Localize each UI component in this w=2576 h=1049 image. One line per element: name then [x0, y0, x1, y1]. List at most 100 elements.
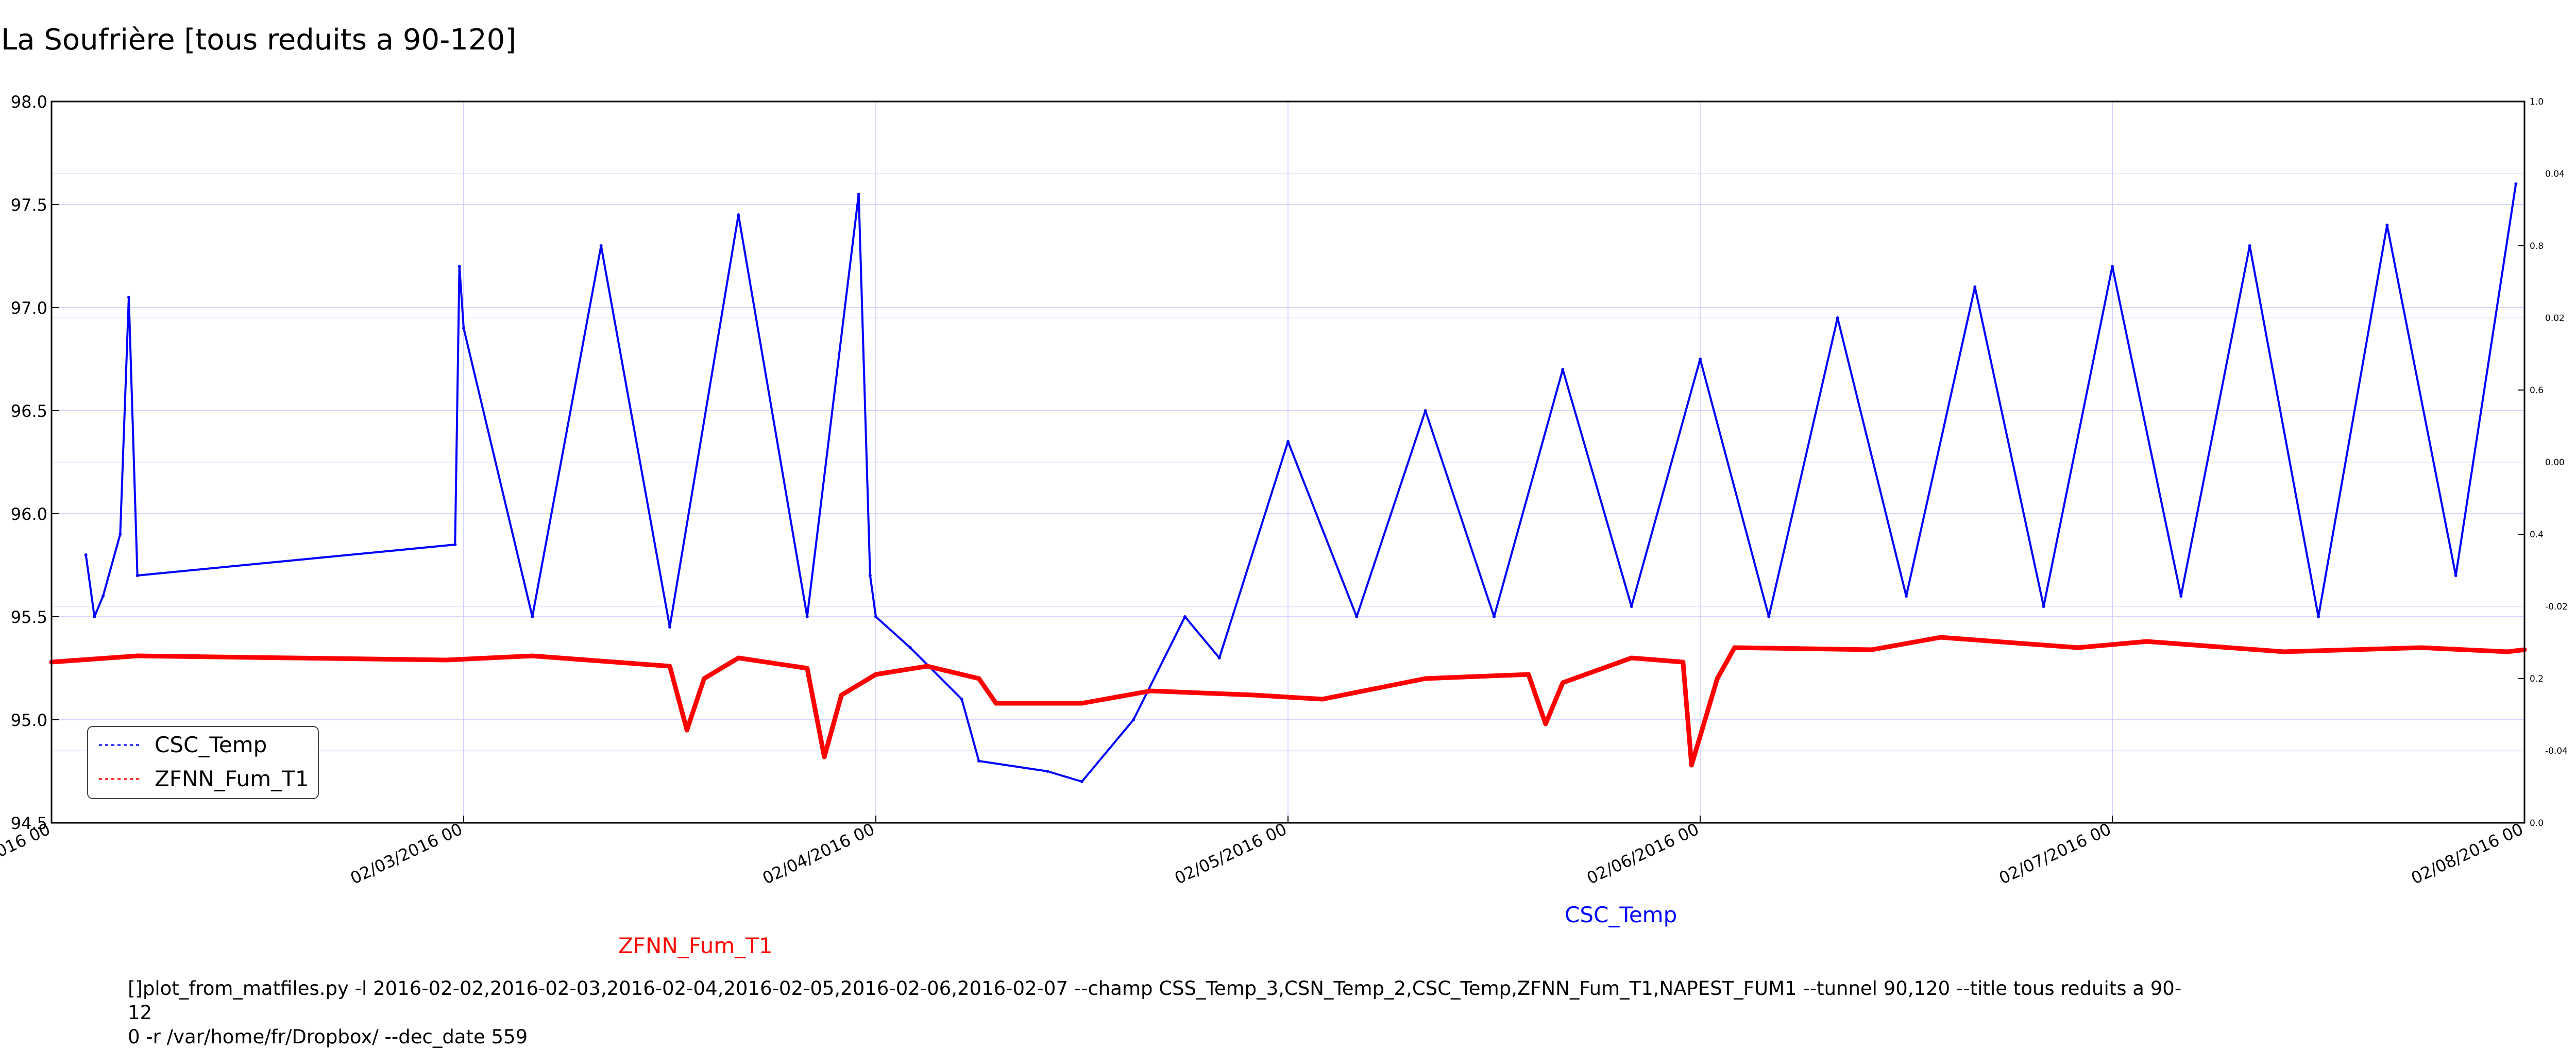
series-point-CSC_Temp — [2514, 182, 2518, 185]
series-point-CSC_Temp — [868, 574, 872, 577]
series-point-CSC_Temp — [1973, 285, 1977, 289]
series-point-ZFNN_Fum_T1 — [702, 676, 707, 681]
series-line-CSC_Temp — [84, 183, 2517, 783]
series-point-ZFNN_Fum_T1 — [1079, 701, 1084, 706]
y-tick-label: 96.5 — [11, 401, 47, 421]
series-point-CSC_Temp — [2317, 615, 2320, 618]
y-tick-label: 94.5 — [11, 814, 47, 833]
x-tick-label: 02/03/2016 00 — [347, 819, 465, 888]
secondary-tick-label: 0.00 — [2545, 458, 2565, 468]
series-point-ZFNN_Fum_T1 — [1715, 676, 1720, 681]
red-series-label: ZFNN_Fum_T1 — [618, 933, 773, 958]
series-point-ZFNN_Fum_T1 — [1732, 645, 1737, 650]
series-point-ZFNN_Fum_T1 — [1251, 692, 1256, 698]
x-tick-label: 02/07/2016 00 — [1996, 819, 2114, 888]
series-point-CSC_Temp — [2454, 574, 2458, 577]
series-point-CSC_Temp — [135, 574, 139, 577]
series-point-CSC_Temp — [857, 193, 860, 196]
series-layer — [49, 182, 2527, 783]
series-point-ZFNN_Fum_T1 — [1689, 763, 1694, 768]
x-axis: 02/02/2016 00 02/03/2016 00 02/04/2016 00 0… — [0, 816, 2526, 888]
x-tick-label: 02/04/2016 00 — [759, 819, 877, 888]
secondary-tick-label: 0.04 — [2545, 169, 2565, 179]
series-point-ZFNN_Fum_T1 — [839, 692, 844, 698]
series-point-CSC_Temp — [2385, 224, 2389, 227]
series-point-CSC_Temp — [874, 615, 877, 618]
series-point-ZFNN_Fum_T1 — [736, 655, 741, 661]
series-point-ZFNN_Fum_T1 — [1681, 659, 1686, 665]
x-tick-label: 02/05/2016 00 — [1172, 819, 1290, 888]
y-tick-label: 95.0 — [11, 710, 47, 730]
secondary-tick-label: 0.02 — [2545, 313, 2565, 324]
series-point-ZFNN_Fum_T1 — [2075, 645, 2080, 650]
series-point-ZFNN_Fum_T1 — [1629, 655, 1634, 661]
right-tick-label: 0.2 — [2530, 674, 2544, 684]
y-tick-label: 95.5 — [11, 607, 47, 627]
legend-label-csc: CSC_Temp — [155, 732, 267, 757]
series-point-CSC_Temp — [453, 543, 457, 546]
series-point-CSC_Temp — [805, 615, 809, 618]
series-point-ZFNN_Fum_T1 — [873, 672, 878, 677]
y-axis: 94.5 95.0 95.5 96.0 96.5 97.0 97.5 98.0 — [11, 92, 59, 833]
series-point-CSC_Temp — [908, 646, 912, 649]
series-point-CSC_Temp — [1493, 615, 1496, 618]
series-point-CSC_Temp — [2179, 595, 2183, 598]
x-tick-label: 02/02/2016 00 — [0, 819, 53, 888]
series-point-ZFNN_Fum_T1 — [1869, 647, 1874, 652]
series-point-CSC_Temp — [1630, 605, 1633, 608]
series-point-CSC_Temp — [668, 625, 671, 629]
series-point-CSC_Temp — [118, 533, 122, 536]
series-point-CSC_Temp — [2111, 265, 2114, 268]
series-point-CSC_Temp — [977, 759, 980, 763]
series-point-CSC_Temp — [2042, 605, 2045, 608]
x-tick-label: 02/06/2016 00 — [1584, 819, 1702, 888]
right-tick-label: 0.0 — [2530, 818, 2544, 828]
series-point-CSC_Temp — [531, 615, 534, 618]
series-point-ZFNN_Fum_T1 — [1543, 721, 1548, 726]
series-point-ZFNN_Fum_T1 — [822, 754, 827, 759]
right-tick-label: 0.6 — [2530, 385, 2544, 396]
right-tick-label: 0.8 — [2530, 241, 2544, 251]
series-point-ZFNN_Fum_T1 — [530, 653, 535, 658]
y-tick-label: 98.0 — [11, 92, 47, 112]
series-point-ZFNN_Fum_T1 — [805, 666, 810, 671]
series-point-CSC_Temp — [1132, 718, 1135, 721]
series-point-ZFNN_Fum_T1 — [2505, 649, 2510, 654]
series-point-CSC_Temp — [457, 265, 461, 268]
chart-title: La Soufrière [tous reduits a 90-120] — [1, 23, 516, 57]
series-point-CSC_Temp — [2248, 244, 2251, 247]
command-line: []plot_from_matfiles.py -l 2016-02-02,20… — [128, 977, 2182, 1048]
right-tick-label: 0.4 — [2530, 530, 2544, 540]
series-point-CSC_Temp — [1561, 368, 1565, 371]
right-tick-label: 1.0 — [2530, 97, 2544, 107]
series-point-CSC_Temp — [101, 595, 105, 598]
secondary-tick-label: -0.02 — [2545, 602, 2568, 612]
grid — [51, 101, 2525, 823]
y-tick-label: 97.0 — [11, 298, 47, 318]
series-point-CSC_Temp — [737, 213, 740, 216]
series-point-CSC_Temp — [1217, 656, 1221, 659]
series-point-CSC_Temp — [1423, 409, 1427, 412]
series-point-CSC_Temp — [599, 244, 603, 247]
series-point-ZFNN_Fum_T1 — [1938, 635, 1943, 640]
y-tick-label: 97.5 — [11, 195, 47, 215]
series-point-ZFNN_Fum_T1 — [667, 664, 672, 669]
series-point-CSC_Temp — [1767, 615, 1771, 618]
series-point-ZFNN_Fum_T1 — [925, 664, 930, 669]
series-point-ZFNN_Fum_T1 — [135, 653, 140, 658]
legend: CSC_Temp ZFNN_Fum_T1 — [87, 726, 319, 799]
series-point-CSC_Temp — [1183, 615, 1187, 618]
series-point-ZFNN_Fum_T1 — [993, 701, 998, 706]
series-point-CSC_Temp — [1905, 595, 1908, 598]
series-point-ZFNN_Fum_T1 — [1560, 680, 1565, 685]
series-point-CSC_Temp — [1080, 780, 1083, 783]
series-point-ZFNN_Fum_T1 — [1320, 697, 1325, 702]
blue-series-label: CSC_Temp — [1565, 902, 1677, 927]
series-point-CSC_Temp — [462, 327, 465, 330]
series-point-CSC_Temp — [84, 553, 88, 556]
series-point-ZFNN_Fum_T1 — [2281, 649, 2286, 654]
series-point-CSC_Temp — [93, 615, 96, 618]
series-point-ZFNN_Fum_T1 — [976, 676, 981, 681]
series-point-CSC_Temp — [960, 698, 963, 701]
